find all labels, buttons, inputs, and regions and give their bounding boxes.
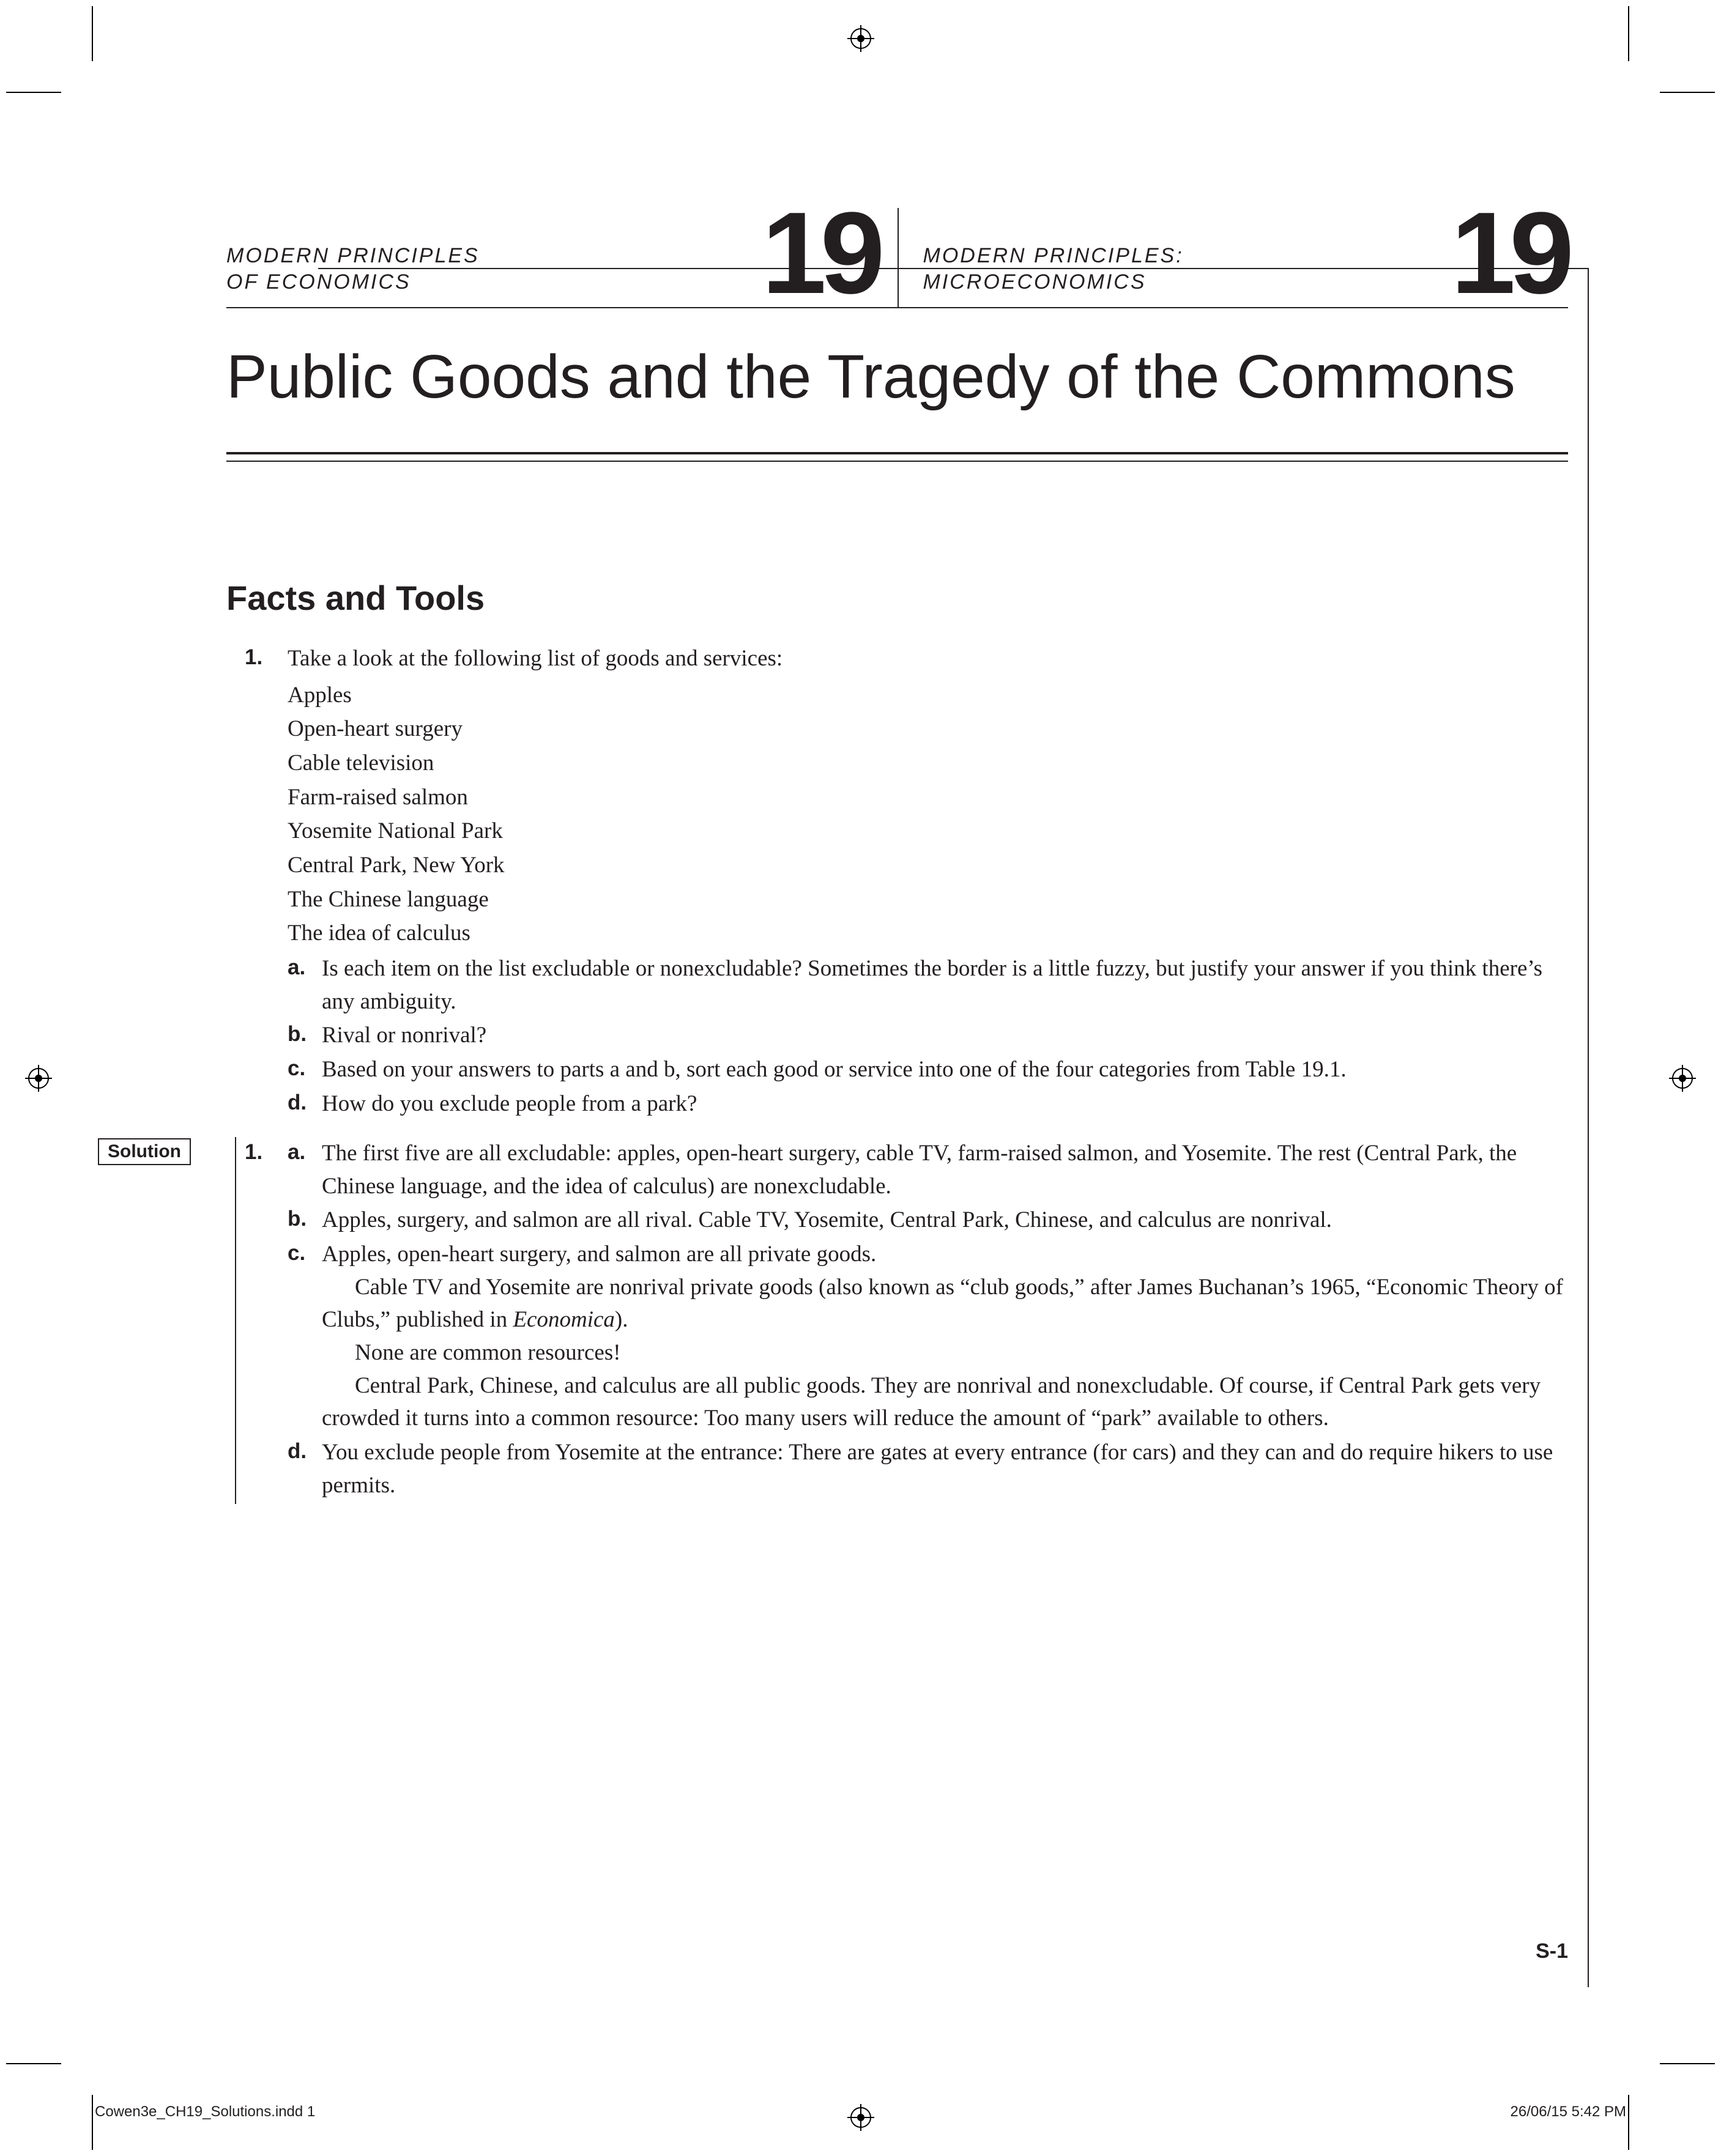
crop-mark [1660, 2063, 1715, 2064]
rh-left-line2: OF ECONOMICS [226, 270, 411, 294]
part-label: d. [288, 1087, 307, 1119]
part-label: a. [288, 952, 305, 984]
slug-timestamp: 26/06/15 5:42 PM [1511, 2103, 1626, 2121]
page-number: S-1 [1536, 1939, 1568, 1963]
chapter-number-left: 19 [762, 208, 879, 298]
running-heads: MODERN PRINCIPLES OF ECONOMICS 19 MODERN… [226, 208, 1568, 308]
registration-mark-right [1673, 1069, 1692, 1087]
part-text: Apples, surgery, and salmon are all riva… [322, 1207, 1332, 1232]
rh-right-line1: MODERN PRINCIPLES: [923, 244, 1184, 267]
solution-c-p2: Cable TV and Yosemite are nonrival priva… [322, 1271, 1568, 1336]
goods-item: Open-heart surgery [288, 713, 1568, 746]
solution-1: 1. a. The first five are all excludable: … [226, 1137, 1568, 1502]
goods-item: Farm-raised salmon [288, 781, 1568, 814]
running-head-right: MODERN PRINCIPLES: MICROECONOMICS 19 [898, 208, 1569, 307]
registration-mark-top [852, 29, 870, 48]
crop-mark [6, 2063, 61, 2064]
registration-mark-bottom [852, 2108, 870, 2127]
running-head-left-label: MODERN PRINCIPLES OF ECONOMICS [226, 243, 480, 295]
part-text: The first five are all excludable: apple… [322, 1141, 1517, 1199]
crop-mark [1628, 6, 1629, 61]
side-frame-rule [1588, 268, 1589, 1987]
part-label: b. [288, 1019, 307, 1050]
chapter-title: Public Goods and the Tragedy of the Comm… [226, 308, 1568, 452]
goods-item: Apples [288, 679, 1568, 712]
question-part-c: c. Based on your answers to parts a and b… [288, 1053, 1568, 1086]
registration-mark-left [29, 1069, 48, 1087]
section-heading: Facts and Tools [226, 578, 1568, 618]
part-text: How do you exclude people from a park? [322, 1091, 697, 1116]
solution-c-p3: None are common resources! [322, 1336, 1568, 1369]
goods-item: Central Park, New York [288, 849, 1568, 882]
solution-parts: a. The first five are all excludable: app… [288, 1137, 1568, 1502]
rh-left-line1: MODERN PRINCIPLES [226, 244, 480, 267]
question-parts: a. Is each item on the list excludable or… [288, 952, 1568, 1120]
part-label: b. [288, 1204, 307, 1235]
goods-item: Cable television [288, 747, 1568, 780]
title-rule-thick [226, 452, 1568, 454]
part-label: a. [288, 1137, 305, 1168]
part-text: You exclude people from Yosemite at the … [322, 1440, 1553, 1498]
page-content: MODERN PRINCIPLES OF ECONOMICS 19 MODERN… [226, 208, 1568, 1503]
part-label: c. [288, 1053, 305, 1084]
solution-part-b: b. Apples, surgery, and salmon are all ri… [288, 1204, 1568, 1237]
question-part-a: a. Is each item on the list excludable or… [288, 952, 1568, 1018]
part-label: d. [288, 1436, 307, 1467]
question-list: 1. Take a look at the following list of … [226, 642, 1568, 1120]
solution-part-d: d. You exclude people from Yosemite at th… [288, 1436, 1568, 1502]
crop-mark [92, 6, 93, 61]
running-head-left: MODERN PRINCIPLES OF ECONOMICS 19 [226, 208, 898, 307]
question-part-d: d. How do you exclude people from a park? [288, 1087, 1568, 1121]
crop-mark [1628, 2095, 1629, 2150]
goods-list: Apples Open-heart surgery Cable televisi… [288, 679, 1568, 950]
crop-mark [1660, 92, 1715, 93]
solution-c-p1: Apples, open-heart surgery, and salmon a… [322, 1238, 1568, 1271]
part-text: Is each item on the list excludable or n… [322, 956, 1542, 1014]
solution-part-a: a. The first five are all excludable: app… [288, 1137, 1568, 1202]
solution-c-p4: Central Park, Chinese, and calculus are … [322, 1369, 1568, 1435]
running-head-right-label: MODERN PRINCIPLES: MICROECONOMICS [923, 243, 1184, 295]
solution-tag: Solution [98, 1138, 191, 1165]
crop-mark [92, 2095, 93, 2150]
solution-block: Solution 1. a.The first five are all exc… [226, 1137, 1568, 1502]
part-label: c. [288, 1238, 305, 1269]
goods-item: The idea of calculus [288, 917, 1568, 950]
question-part-b: b. Rival or nonrival? [288, 1019, 1568, 1052]
title-rule-thin [226, 461, 1568, 462]
rh-right-line2: MICROECONOMICS [923, 270, 1147, 294]
crop-mark [6, 92, 61, 93]
question-1: 1. Take a look at the following list of … [226, 642, 1568, 1120]
goods-item: The Chinese language [288, 883, 1568, 916]
part-text: Based on your answers to parts a and b, … [322, 1057, 1347, 1082]
solution-part-c: c. Apples, open-heart surgery, and salmo… [288, 1238, 1568, 1435]
part-text: Rival or nonrival? [322, 1023, 486, 1048]
goods-item: Yosemite National Park [288, 815, 1568, 848]
chapter-number-right: 19 [1451, 208, 1568, 298]
question-number: 1. [245, 642, 262, 673]
slug-file: Cowen3e_CH19_Solutions.indd 1 [95, 2103, 315, 2121]
solution-number: 1. [245, 1137, 262, 1168]
page-frame: MODERN PRINCIPLES OF ECONOMICS 19 MODERN… [92, 92, 1629, 2064]
question-stem: Take a look at the following list of goo… [288, 642, 1568, 675]
